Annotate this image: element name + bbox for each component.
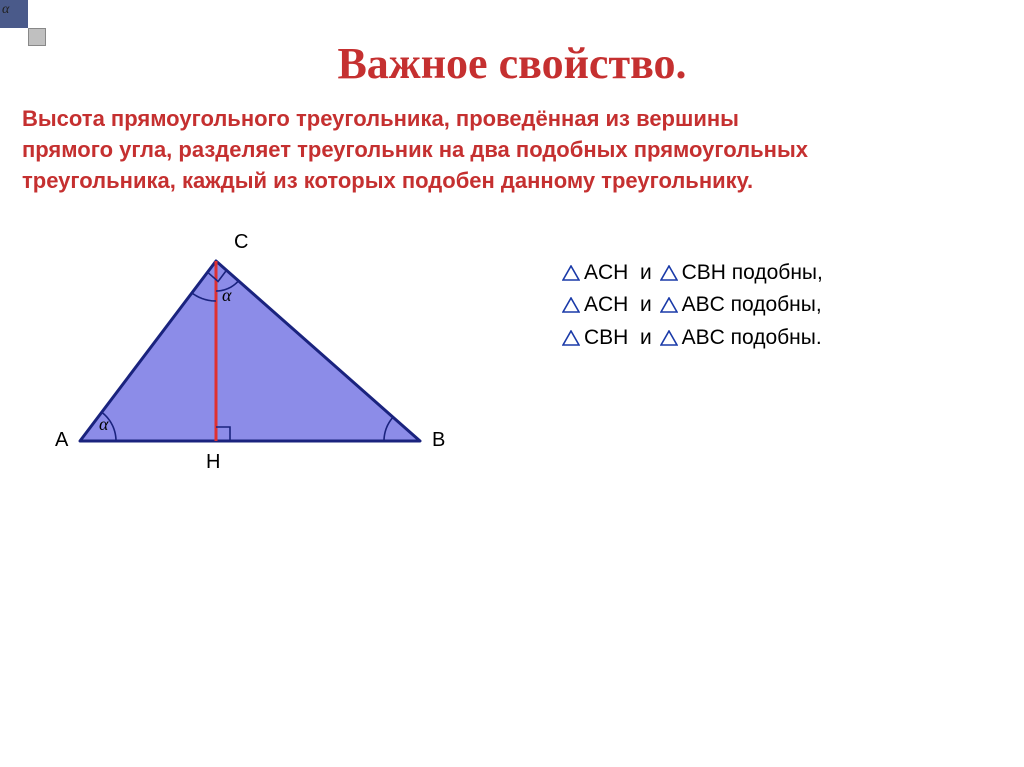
triangle-icon bbox=[562, 330, 580, 346]
theorem-statement: Высота прямоугольного треугольника, пров… bbox=[0, 89, 1024, 197]
tri-name: CBH bbox=[584, 326, 628, 349]
triangle-icon bbox=[660, 265, 678, 281]
statement-line-3: треугольника, каждый из которых подобен … bbox=[22, 168, 753, 193]
similarity-row-1: ACH и CBH подобны, bbox=[560, 257, 823, 290]
triangle-figure: A B C H α α bbox=[0, 201, 520, 501]
statement-line-1: Высота прямоугольного треугольника, пров… bbox=[22, 106, 739, 131]
triangle-icon bbox=[660, 297, 678, 313]
vertex-label-h: H bbox=[206, 451, 220, 474]
tri-name: ABC bbox=[682, 326, 725, 349]
vertex-label-b: B bbox=[432, 429, 445, 452]
content-row: A B C H α α ACH и CBH подобны, ACH и ABC… bbox=[0, 201, 1024, 501]
tri-name: ABC bbox=[682, 293, 725, 316]
triangle-icon bbox=[660, 330, 678, 346]
angle-alpha-a: α bbox=[99, 414, 108, 435]
tail: подобны, bbox=[732, 261, 823, 284]
triangle-svg bbox=[0, 201, 520, 501]
conj: и bbox=[640, 261, 652, 284]
tri-name: ACH bbox=[584, 293, 628, 316]
corner-alpha-glyph: α bbox=[2, 2, 9, 18]
tri-name: CBH bbox=[682, 261, 726, 284]
similarity-row-3: CBH и ABC подобны. bbox=[560, 322, 823, 355]
tail: подобны, bbox=[731, 293, 822, 316]
triangle-icon bbox=[562, 265, 580, 281]
conj: и bbox=[640, 293, 652, 316]
vertex-label-a: A bbox=[55, 429, 68, 452]
tail: подобны. bbox=[731, 326, 822, 349]
conj: и bbox=[640, 326, 652, 349]
tri-name: ACH bbox=[584, 261, 628, 284]
slide-title: Важное свойство. bbox=[0, 0, 1024, 89]
deco-square-light bbox=[28, 28, 46, 46]
triangle-icon bbox=[562, 297, 580, 313]
vertex-label-c: C bbox=[234, 231, 248, 254]
similarity-row-2: ACH и ABC подобны, bbox=[560, 289, 823, 322]
similarity-list: ACH и CBH подобны, ACH и ABC подобны, CB… bbox=[560, 257, 823, 355]
statement-line-2: прямого угла, разделяет треугольник на д… bbox=[22, 137, 808, 162]
angle-alpha-c: α bbox=[222, 285, 231, 306]
